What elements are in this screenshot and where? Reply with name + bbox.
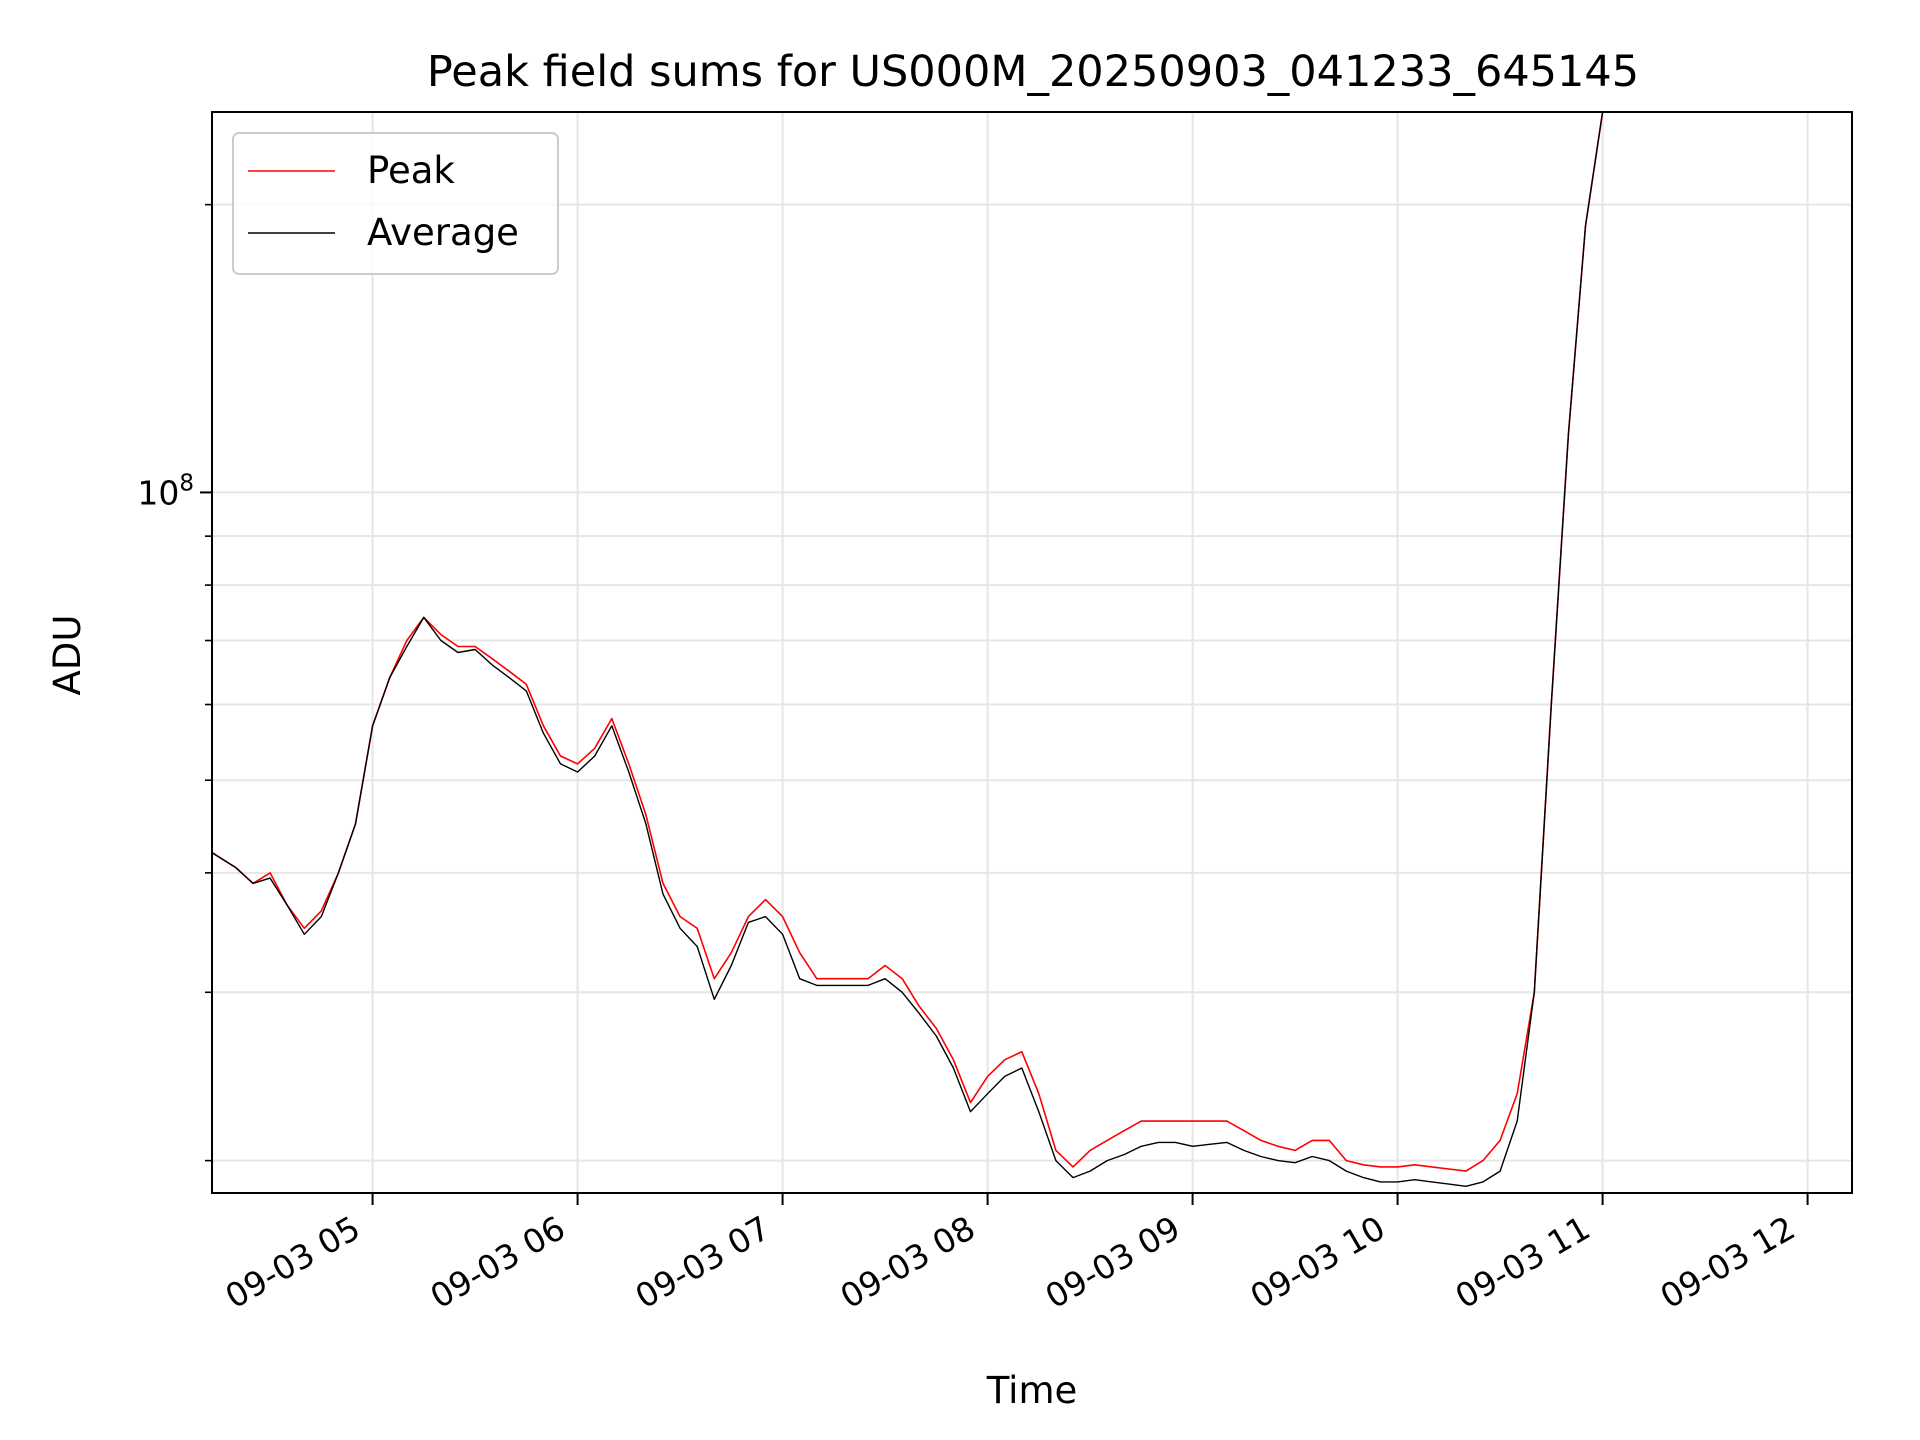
series-layer (211, 111, 1808, 1188)
legend-label-peak: Peak (367, 149, 455, 192)
y-axis-ticks: 108 (137, 203, 212, 1162)
legend: Peak Average (232, 132, 559, 275)
x-axis-label: Time (986, 1369, 1078, 1412)
y-axis-label: ADU (46, 615, 89, 696)
legend-label-average: Average (367, 211, 519, 254)
y-tick-label: 108 (137, 470, 194, 512)
plot-frame (211, 111, 1853, 1194)
chart-title: Peak field sums for US000M_20250903_0412… (427, 47, 1639, 97)
legend-box (232, 132, 559, 275)
grid-lines (212, 112, 1852, 1193)
series-line-average (211, 111, 1808, 1188)
